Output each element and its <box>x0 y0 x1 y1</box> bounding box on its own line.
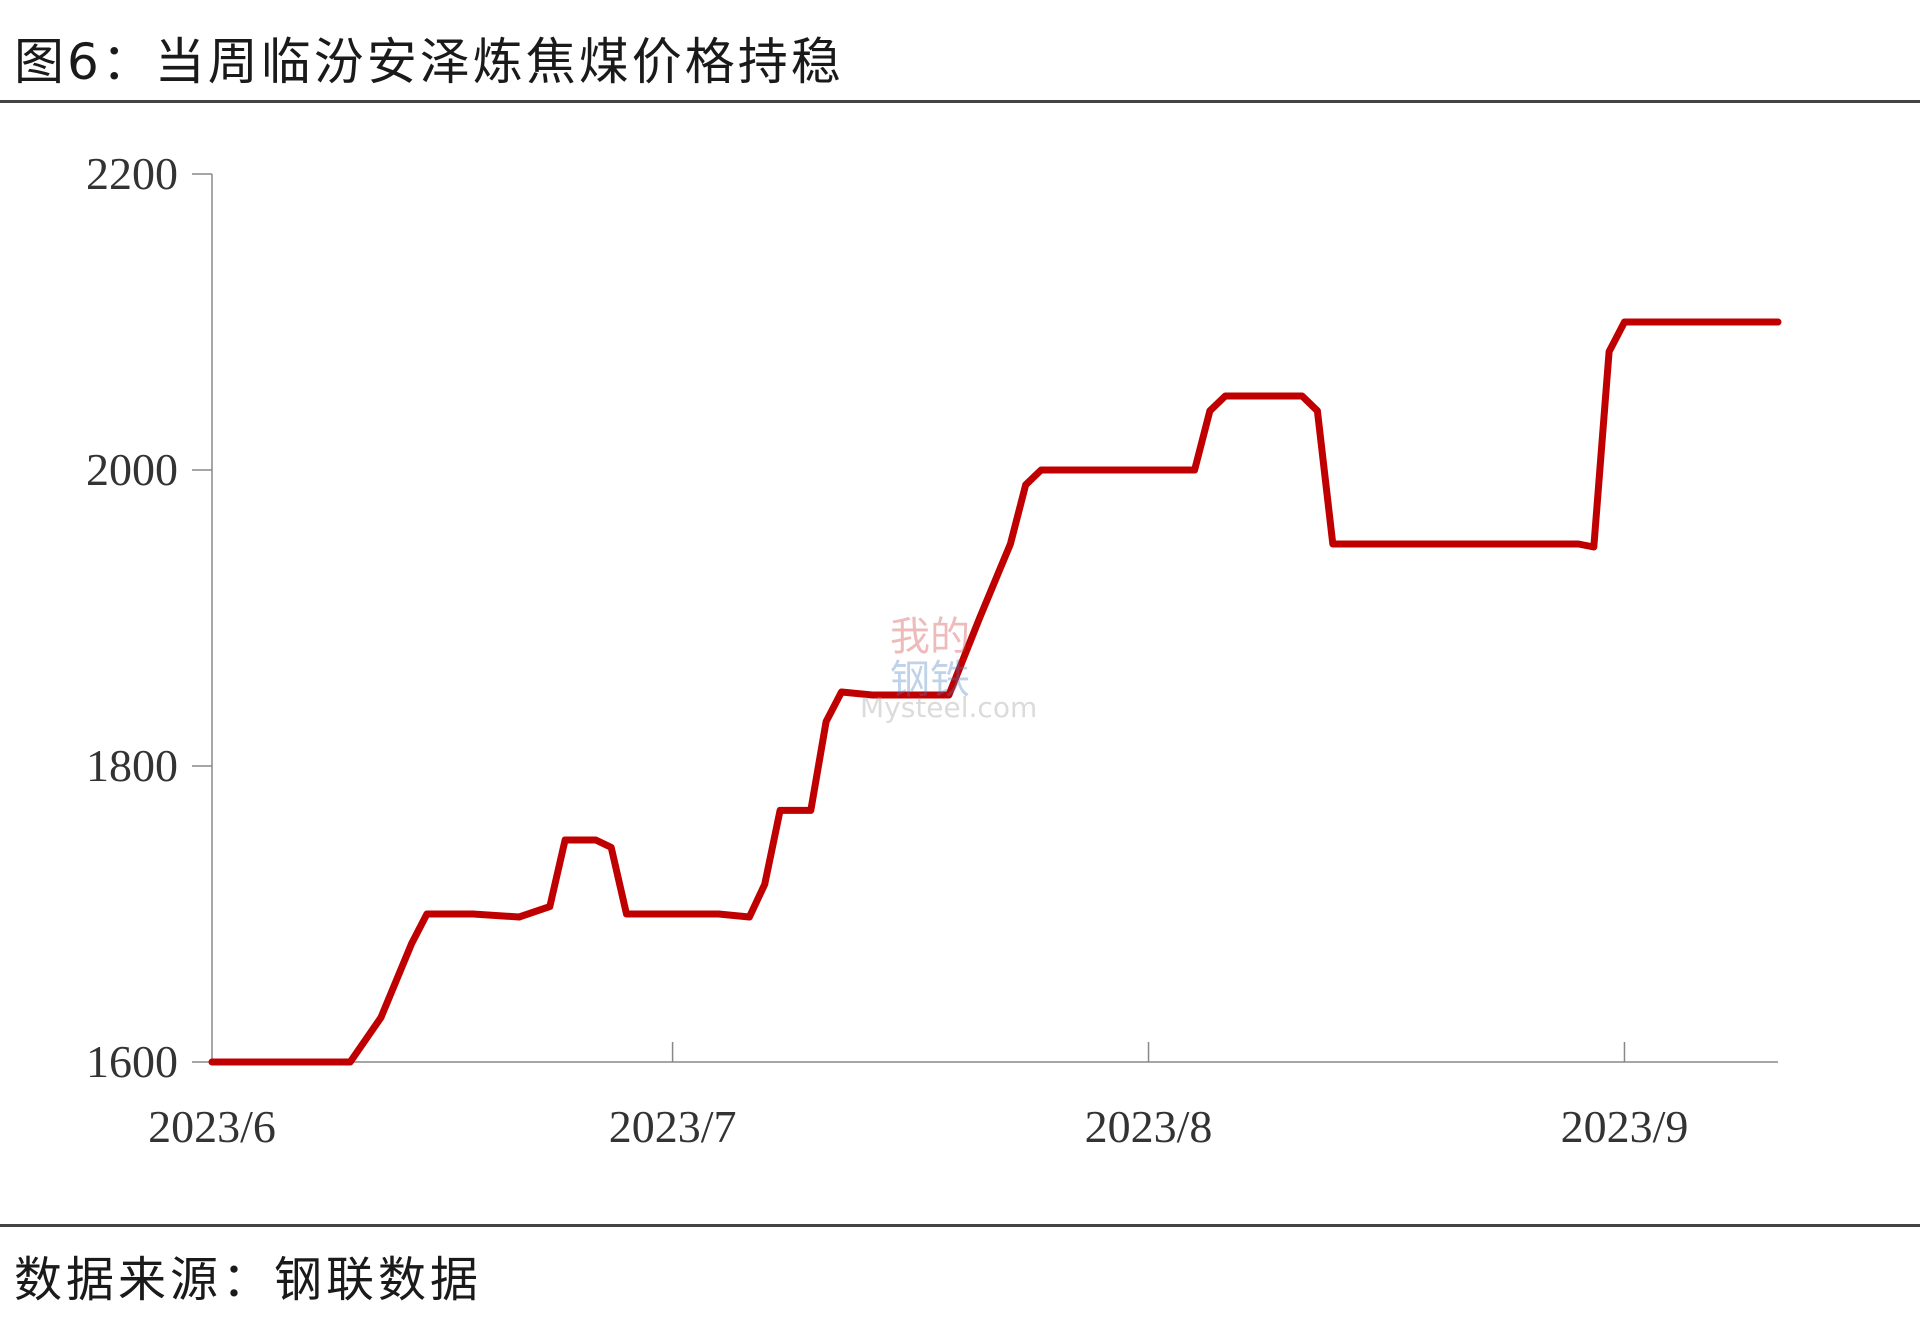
x-tick-labels: 2023/6 2023/7 2023/8 2023/9 <box>148 1101 1688 1152</box>
y-tick-label: 2000 <box>86 444 178 495</box>
y-tick-labels: 1600 1800 2000 2200 <box>86 148 178 1087</box>
x-tick-label: 2023/7 <box>609 1101 737 1152</box>
x-tick-label: 2023/9 <box>1561 1101 1689 1152</box>
series-line <box>208 318 1782 1066</box>
y-tick-label: 1800 <box>86 740 178 791</box>
watermark-line2: 钢铁 <box>890 657 970 703</box>
top-rule <box>0 100 1920 103</box>
watermark-line1: 我的 <box>890 614 970 660</box>
x-tick-label: 2023/6 <box>148 1101 276 1152</box>
bottom-rule <box>0 1224 1920 1227</box>
watermark-site: Mysteel.com <box>860 691 1037 724</box>
x-tick-label: 2023/8 <box>1085 1101 1213 1152</box>
y-tick-label: 2200 <box>86 148 178 199</box>
chart-title: 图6：当周临汾安泽炼焦煤价格持稳 <box>14 33 844 91</box>
chart-axes <box>192 173 1778 1063</box>
y-tick-label: 1600 <box>86 1036 178 1087</box>
plot-area <box>208 318 1782 1066</box>
source-note: 数据来源：钢联数据 <box>14 1252 483 1308</box>
mysteel-watermark: 我的 钢铁 Mysteel.com <box>860 614 1037 724</box>
